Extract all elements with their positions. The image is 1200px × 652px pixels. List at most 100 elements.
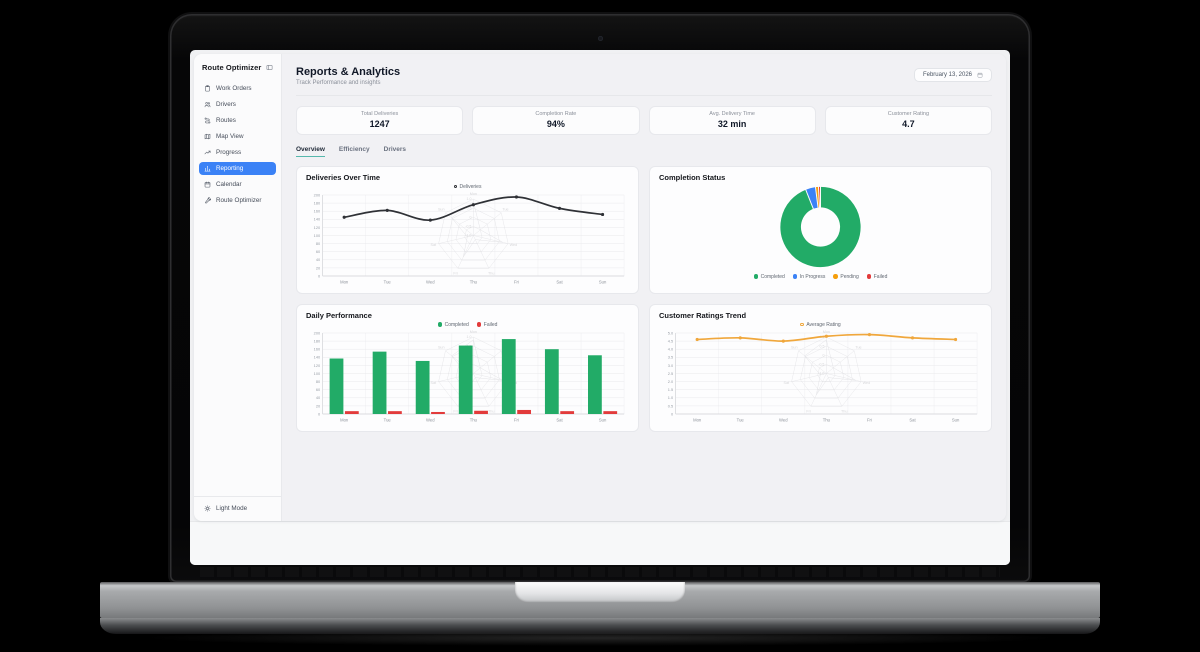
svg-text:Mon: Mon <box>340 417 349 422</box>
svg-text:0.5: 0.5 <box>668 403 674 408</box>
svg-text:1.0: 1.0 <box>467 197 472 201</box>
chart-title: Deliveries Over Time <box>306 173 381 182</box>
svg-text:140: 140 <box>314 217 321 222</box>
charts-grid: Deliveries Over Time Deliveries 0 20 40 60 80… <box>296 166 992 432</box>
sidebar-item-drivers[interactable]: Drivers <box>199 98 276 111</box>
chart-legend: Average Rating <box>659 320 982 329</box>
light-mode-label: Light Mode <box>216 505 248 512</box>
svg-text:0: 0 <box>469 215 471 219</box>
sidebar-item-routes[interactable]: Routes <box>199 114 276 127</box>
light-mode-toggle[interactable]: Light Mode <box>199 502 276 515</box>
svg-text:1.0: 1.0 <box>467 335 472 339</box>
app-footer-area <box>190 521 1010 565</box>
legend-item: Average Rating <box>800 322 841 328</box>
page-header: Reports & Analytics Track Performance an… <box>296 54 992 96</box>
sidebar-item-label: Map View <box>216 133 244 140</box>
page-header-text: Reports & Analytics Track Performance an… <box>296 66 400 86</box>
svg-text:Sat: Sat <box>909 417 916 422</box>
svg-text:1.5: 1.5 <box>668 387 674 392</box>
svg-text:Fri: Fri <box>867 417 872 422</box>
calendar-icon <box>204 181 211 188</box>
svg-text:Sun: Sun <box>791 346 798 350</box>
sidebar-item-label: Route Optimizer <box>216 197 262 204</box>
legend-dot-icon <box>792 274 798 279</box>
sidebar-item-work-orders[interactable]: Work Orders <box>199 82 276 95</box>
chart-card-completion-status: Completion Status Completed In Progress Pe… <box>649 166 992 294</box>
svg-text:Wed: Wed <box>510 243 518 247</box>
tab-drivers[interactable]: Drivers <box>383 146 407 153</box>
chart-title: Completion Status <box>659 173 726 182</box>
users-icon <box>204 101 211 108</box>
sidebar-item-progress[interactable]: Progress <box>199 146 276 159</box>
webcam-icon <box>597 36 603 41</box>
svg-text:120: 120 <box>314 225 321 230</box>
clipboard-icon <box>204 85 211 92</box>
sidebar-item-label: Progress <box>216 149 242 156</box>
svg-text:0.5: 0.5 <box>820 344 825 348</box>
chart-card-daily-performance: Daily Performance Completed Failed 0 20 40 60… <box>296 304 639 432</box>
sidebar-item-map-view[interactable]: Map View <box>199 130 276 143</box>
svg-text:Wed: Wed <box>863 381 871 385</box>
svg-text:200: 200 <box>314 330 321 335</box>
main-content: Reports & Analytics Track Performance an… <box>282 54 1006 521</box>
sidebar-item-label: Drivers <box>216 101 236 108</box>
sun-icon <box>204 505 211 512</box>
svg-text:80: 80 <box>316 241 321 246</box>
svg-text:200: 200 <box>314 192 321 197</box>
svg-text:0: 0 <box>671 411 674 416</box>
date-picker-button[interactable]: February 13, 2026 <box>913 68 992 82</box>
keyboard-reflection <box>200 567 1000 577</box>
svg-text:Thu: Thu <box>841 410 847 414</box>
tab-efficiency[interactable]: Efficiency <box>338 146 370 153</box>
svg-text:Tue: Tue <box>384 417 392 422</box>
sidebar-footer: Light Mode <box>194 496 281 521</box>
sidebar-item-label: Reporting <box>216 165 244 172</box>
stat-value: 94% <box>546 119 565 129</box>
svg-text:180: 180 <box>314 200 321 205</box>
svg-text:40: 40 <box>316 257 321 262</box>
deliveries-over-time-chart: Deliveries 0 20 40 60 80 100 120 140 160 180 200 Mon… <box>306 182 629 287</box>
svg-text:100: 100 <box>314 233 321 238</box>
svg-text:Sat: Sat <box>784 381 791 385</box>
stat-card-total-deliveries: Total Deliveries 1247 <box>296 106 464 135</box>
svg-text:0.5: 0.5 <box>467 206 472 210</box>
legend-item: Failed <box>476 322 497 328</box>
laptop-base <box>100 582 1100 618</box>
svg-text:Mon: Mon <box>340 279 349 284</box>
bar-chart-icon <box>204 165 211 172</box>
chart-title: Customer Ratings Trend <box>659 311 747 320</box>
svg-text:Fri: Fri <box>514 279 519 284</box>
svg-text:3.0: 3.0 <box>668 363 674 368</box>
svg-text:-0.5: -0.5 <box>818 363 824 367</box>
svg-text:Fri: Fri <box>453 410 457 414</box>
svg-text:2.0: 2.0 <box>668 379 674 384</box>
svg-text:Tue: Tue <box>502 208 508 212</box>
sidebar-item-calendar[interactable]: Calendar <box>199 178 276 191</box>
legend-dot-icon <box>453 184 458 189</box>
svg-text:0: 0 <box>318 411 321 416</box>
tab-overview[interactable]: Overview <box>296 146 325 157</box>
svg-text:Sat: Sat <box>431 243 438 247</box>
svg-text:Sun: Sun <box>438 208 445 212</box>
lid-notch <box>515 582 685 603</box>
sidebar-toggle-icon[interactable] <box>266 64 273 71</box>
customer-ratings-trend-chart: Average Rating 0 0.5 1.0 1.5 2.0 2.5 3.0 3.5 4.0 4… <box>659 320 982 425</box>
svg-text:Sat: Sat <box>556 417 563 422</box>
sidebar-item-route-optimizer[interactable]: Route Optimizer <box>199 194 276 207</box>
daily-performance-bar-chart: Completed Failed 0 20 40 60 80 100 120 140 160 180 2… <box>306 320 629 425</box>
svg-text:Fri: Fri <box>453 272 457 276</box>
calendar-icon <box>977 72 983 78</box>
sidebar-nav: Work Orders Drivers Routes <box>194 79 281 496</box>
stat-label: Customer Rating <box>887 111 930 117</box>
laptop-shadow <box>140 630 1060 646</box>
svg-text:Sun: Sun <box>599 279 607 284</box>
sidebar-item-reporting[interactable]: Reporting <box>199 162 276 175</box>
stat-value: 4.7 <box>902 119 915 129</box>
svg-text:-1.0: -1.0 <box>818 372 824 376</box>
svg-text:Sun: Sun <box>599 417 607 422</box>
svg-text:Tue: Tue <box>855 346 861 350</box>
svg-text:160: 160 <box>314 209 321 214</box>
svg-text:4.5: 4.5 <box>668 338 674 343</box>
legend-dot-icon <box>437 322 443 327</box>
